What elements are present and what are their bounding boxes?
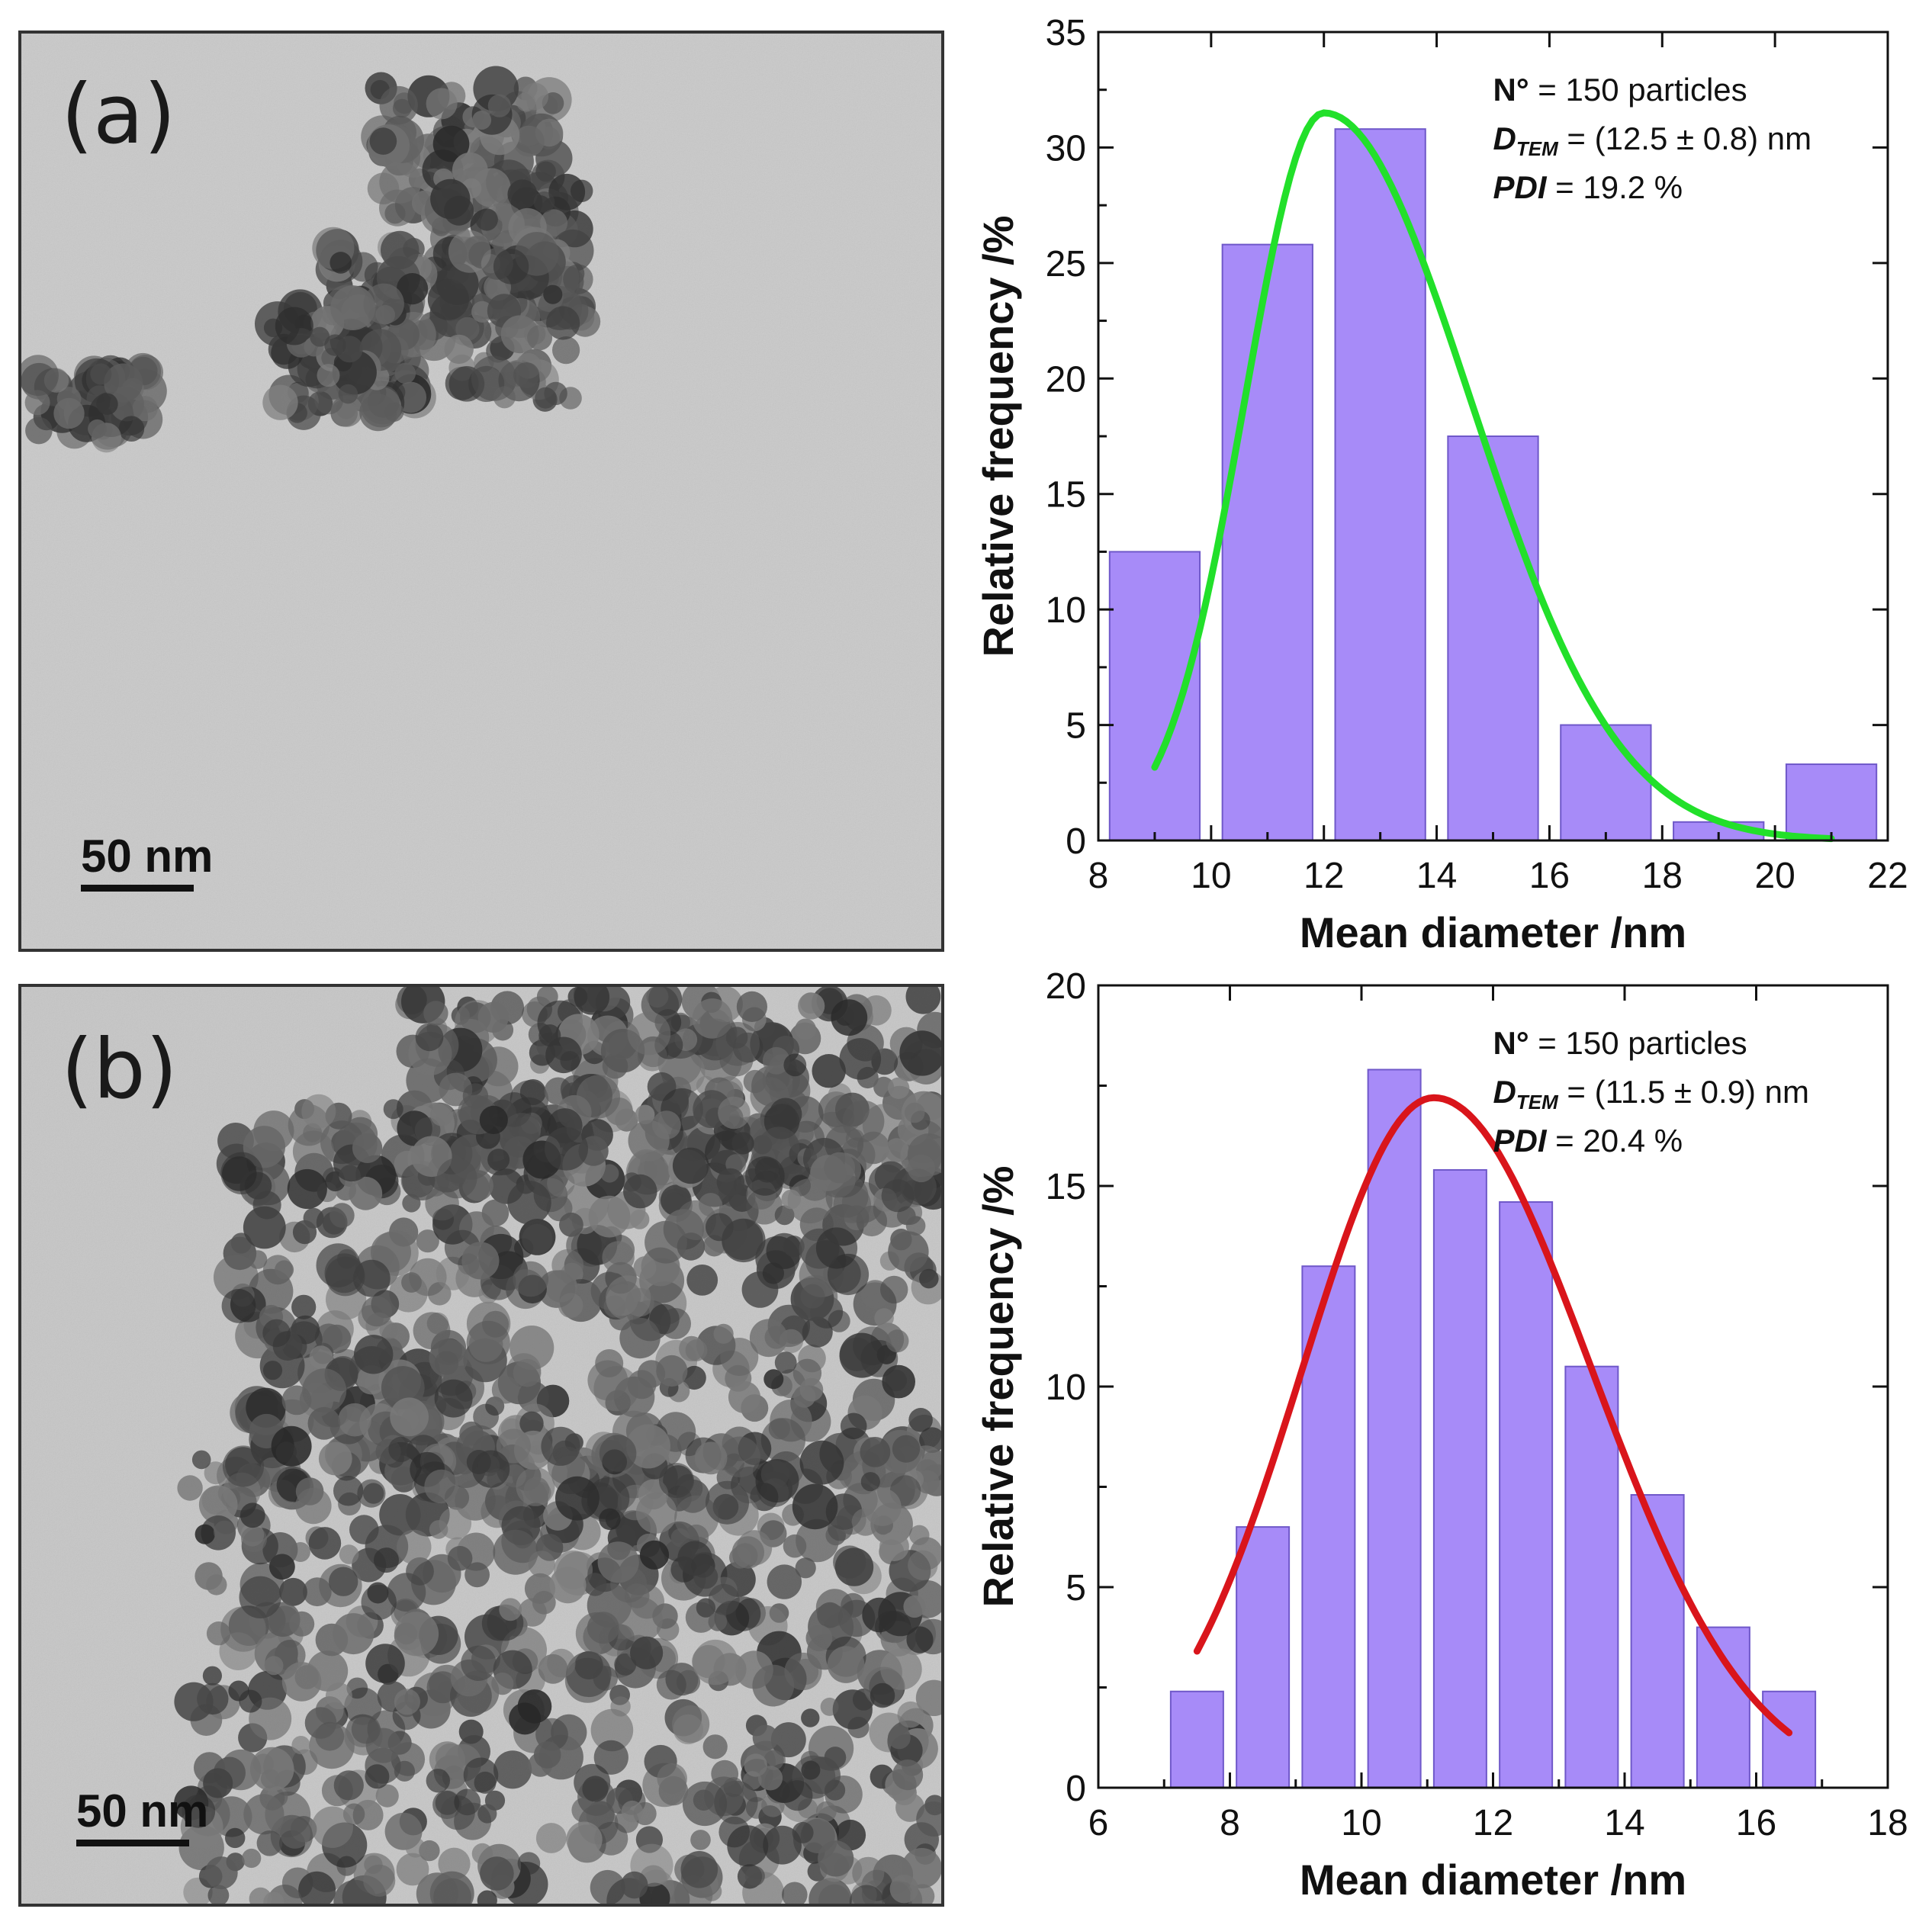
annotation-pdi: PDI = 19.2 % <box>1493 169 1683 205</box>
annotation-count: N° = 150 particles <box>1493 1025 1747 1061</box>
nanoparticle-cluster <box>174 987 941 1904</box>
histogram-bar <box>1236 1526 1291 1788</box>
histogram-b: 6 8 10 12 14 16 18 0 5 10 15 20 Mean diameter /nm Rel… <box>974 969 1908 1904</box>
histogram-bar <box>1785 763 1878 841</box>
nanoparticle-cluster <box>21 66 601 453</box>
y-tick-label: 5 <box>1066 1568 1086 1608</box>
histogram-bar <box>1560 724 1652 841</box>
y-tick-label: 25 <box>1046 244 1086 284</box>
y-tick-label: 35 <box>1046 15 1086 53</box>
tem-image-b <box>18 984 944 1907</box>
tem-image-a <box>18 31 944 952</box>
y-tick-label: 20 <box>1046 359 1086 400</box>
fit-curve <box>1193 1094 1793 1737</box>
y-tick-label: 0 <box>1066 1769 1086 1809</box>
y-tick-label: 5 <box>1066 706 1086 747</box>
x-tick-label: 18 <box>1867 1803 1908 1843</box>
panel-label-a: (a) <box>61 67 176 162</box>
histogram-bar <box>1630 1494 1685 1789</box>
y-tick-label: 15 <box>1046 475 1086 516</box>
scale-bar-b <box>76 1840 189 1846</box>
x-tick-label: 10 <box>1341 1803 1381 1843</box>
annotation-pdi: PDI = 20.4 % <box>1493 1123 1683 1159</box>
x-tick-label: 8 <box>1220 1803 1240 1843</box>
x-tick-label: 12 <box>1304 856 1344 896</box>
histogram-bar <box>1762 1690 1817 1789</box>
x-axis-title: Mean diameter /nm <box>1300 1856 1686 1904</box>
x-tick-label: 6 <box>1088 1803 1109 1843</box>
x-tick-label: 8 <box>1088 856 1109 896</box>
histogram-bar <box>1432 1168 1487 1788</box>
histogram-bar <box>1367 1069 1422 1788</box>
histogram-bar <box>1696 1626 1750 1788</box>
x-tick-label: 22 <box>1867 856 1908 896</box>
tem-micrograph-b <box>21 987 941 1904</box>
x-tick-label: 18 <box>1642 856 1683 896</box>
histogram-bar <box>1499 1201 1554 1789</box>
y-tick-label: 10 <box>1046 1367 1086 1408</box>
x-tick-label: 14 <box>1416 856 1457 896</box>
y-tick-label: 20 <box>1046 969 1086 1007</box>
x-tick-label: 12 <box>1473 1803 1513 1843</box>
x-tick-label: 10 <box>1191 856 1231 896</box>
scale-bar-label-b: 50 nm <box>76 1785 209 1837</box>
y-tick-label: 30 <box>1046 128 1086 169</box>
histogram-bar <box>1221 243 1313 841</box>
x-tick-label: 16 <box>1529 856 1570 896</box>
histogram-bar <box>1564 1365 1619 1788</box>
y-axis-title: Relative frequency /% <box>974 1166 1022 1608</box>
histogram-a: 8 10 12 14 16 18 20 22 0 5 10 15 20 25 30 35 Mean diamet… <box>974 15 1908 956</box>
histogram-bar <box>1334 128 1426 841</box>
y-axis-title: Relative frequency /% <box>974 216 1022 657</box>
x-axis-title: Mean diameter /nm <box>1300 908 1686 956</box>
fit-curve <box>1151 109 1835 843</box>
histogram-bar <box>1108 551 1201 842</box>
panel-label-b: (b) <box>61 1022 178 1117</box>
y-tick-label: 0 <box>1066 821 1086 862</box>
y-tick-label: 10 <box>1046 590 1086 631</box>
annotation-dtem: DTEM = (12.5 ± 0.8) nm <box>1493 121 1812 160</box>
x-tick-label: 20 <box>1754 856 1795 896</box>
scale-bar-a <box>81 885 194 892</box>
annotation-dtem: DTEM = (11.5 ± 0.9) nm <box>1493 1074 1810 1114</box>
annotation-count: N° = 150 particles <box>1493 72 1747 108</box>
histogram-bar <box>1447 435 1539 841</box>
tem-micrograph-a <box>21 34 941 949</box>
x-tick-label: 16 <box>1736 1803 1776 1843</box>
y-tick-label: 15 <box>1046 1167 1086 1207</box>
scale-bar-label-a: 50 nm <box>81 831 214 882</box>
x-tick-label: 14 <box>1604 1803 1644 1843</box>
histogram-bar <box>1169 1690 1224 1789</box>
